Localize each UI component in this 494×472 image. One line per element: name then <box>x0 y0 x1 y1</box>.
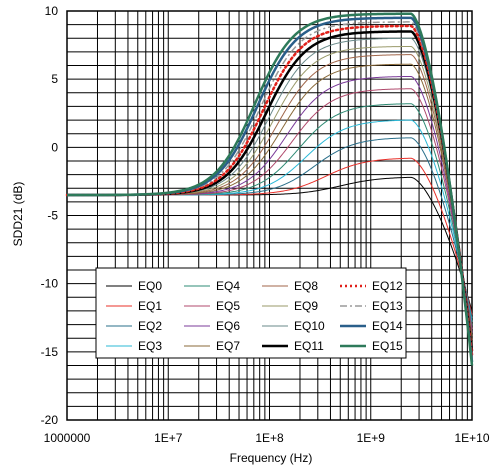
x-axis-ticks: 1000000 1E+7 1E+8 1E+9 1E+10 <box>44 431 490 445</box>
legend-box <box>95 267 407 359</box>
plot-frame <box>66 10 473 421</box>
y-tick-label: -15 <box>41 345 59 359</box>
legend: EQ0 EQ1 EQ2 EQ3 EQ4 EQ5 EQ6 EQ7 EQ8 EQ9 EQ10 EQ11 EQ… <box>95 267 407 359</box>
legend-label-eq1: EQ1 <box>138 299 162 313</box>
legend-label-eq9: EQ9 <box>294 299 318 313</box>
series-layer <box>65 12 474 366</box>
x-tick-label: 1E+10 <box>454 431 489 445</box>
series-line-eq13 <box>67 21 473 359</box>
y-tick-label: 0 <box>51 140 58 154</box>
legend-label-eq12: EQ12 <box>372 279 403 293</box>
x-tick-label: 1E+8 <box>255 431 284 445</box>
legend-label-eq0: EQ0 <box>138 279 162 293</box>
legend-label-eq15: EQ15 <box>372 339 403 353</box>
legend-label-eq3: EQ3 <box>138 339 162 353</box>
legend-label-eq7: EQ7 <box>216 339 240 353</box>
legend-label-eq4: EQ4 <box>216 279 240 293</box>
series-line-eq15 <box>67 12 474 366</box>
y-tick-label: -5 <box>47 209 58 223</box>
legend-label-eq10: EQ10 <box>294 319 325 333</box>
x-tick-label: 1E+7 <box>154 431 183 445</box>
legend-label-eq8: EQ8 <box>294 279 318 293</box>
y-tick-label: -10 <box>41 277 59 291</box>
y-tick-label: 5 <box>51 72 58 86</box>
legend-label-eq6: EQ6 <box>216 319 240 333</box>
legend-label-eq13: EQ13 <box>372 299 403 313</box>
x-tick-label: 1000000 <box>44 431 91 445</box>
y-axis-ticks: 10 5 0 -5 -10 -15 -20 <box>41 4 59 427</box>
legend-label-eq11: EQ11 <box>294 339 324 353</box>
y-tick-label: 10 <box>45 4 59 18</box>
x-axis-title: Frequency (Hz) <box>230 451 313 465</box>
legend-label-eq2: EQ2 <box>138 319 162 333</box>
legend-label-eq14: EQ14 <box>372 319 403 333</box>
x-tick-label: 1E+9 <box>357 431 386 445</box>
legend-label-eq5: EQ5 <box>216 299 240 313</box>
y-tick-label: -20 <box>41 413 59 427</box>
y-axis-title: SDD21 (dB) <box>11 182 25 247</box>
